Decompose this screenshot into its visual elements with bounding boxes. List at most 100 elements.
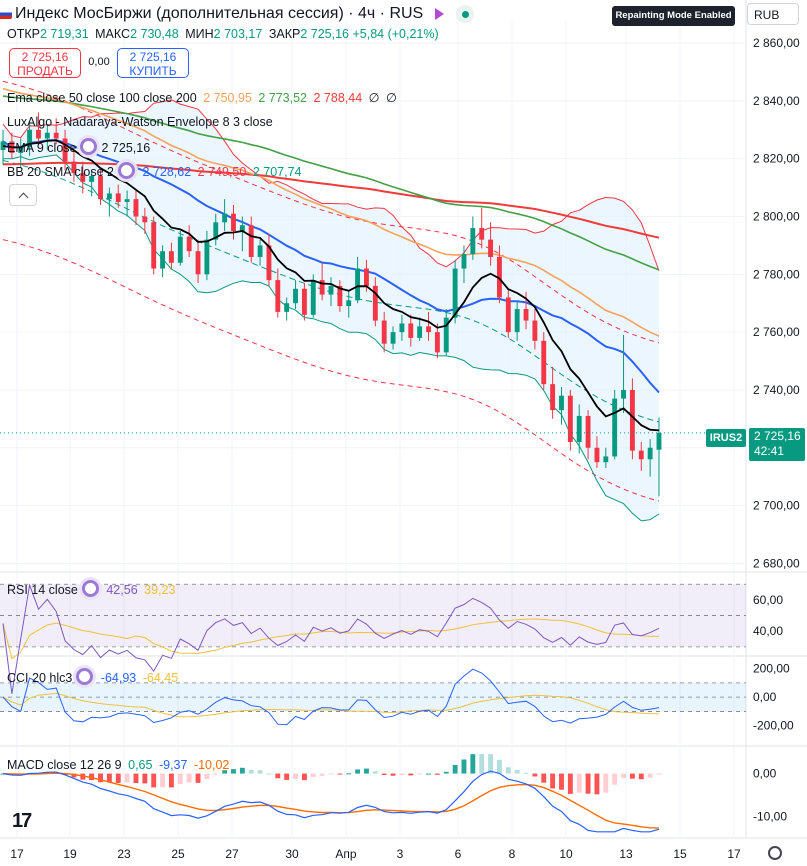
- candle: [559, 387, 564, 425]
- symbol-price-tag: IRUS2: [706, 429, 746, 447]
- candle-body: [417, 326, 423, 338]
- collapse-legend-button[interactable]: [9, 184, 37, 206]
- candle-body: [98, 176, 103, 200]
- settings-loader-icon[interactable]: [76, 668, 94, 685]
- candle: [231, 204, 236, 240]
- ema9-line: [2, 139, 660, 432]
- settings-loader-icon[interactable]: [118, 162, 136, 179]
- legend-ema-multi[interactable]: Ema close 50 close 100 close 200 2 750,9…: [7, 91, 397, 105]
- candle: [0, 129, 6, 165]
- candle: [621, 335, 626, 414]
- time-tick-label: 10: [559, 847, 573, 861]
- price-tick-label: 2 820,00: [753, 152, 800, 166]
- macd-histogram-bar: [550, 773, 556, 789]
- chevron-up-icon: [18, 192, 28, 202]
- buy-button[interactable]: 2 725,16 КУПИТЬ: [117, 48, 189, 78]
- candle-body: [213, 222, 219, 240]
- rsi-tick-label: 60,00: [753, 593, 783, 607]
- candle-body: [434, 332, 440, 353]
- time-tick-label: Апр: [335, 847, 357, 861]
- macd-histogram-bar: [346, 773, 352, 775]
- macd-pane[interactable]: [0, 754, 662, 833]
- macd-histogram-bar: [124, 773, 130, 783]
- macd-histogram-bar: [434, 773, 440, 775]
- symbol-title[interactable]: Индекс МосБиржи (дополнительная сессия) …: [15, 5, 424, 22]
- cci-tick-label: 200,00: [753, 662, 790, 676]
- rsi-band-fill: [0, 584, 746, 647]
- legend-luxalgo[interactable]: LuxAlgo - Nadaraya-Watson Envelope 8 3 c…: [7, 115, 273, 129]
- macd-histogram-bar: [293, 773, 298, 779]
- macd-histogram-bar: [426, 773, 431, 775]
- macd-histogram-bar: [559, 773, 564, 790]
- macd-histogram-bar: [195, 773, 201, 783]
- macd-histogram-bar: [541, 773, 547, 783]
- candle-body: [62, 138, 68, 162]
- macd-histogram-bar: [160, 773, 166, 788]
- bb-lower-band: [3, 154, 660, 522]
- candle-body: [638, 450, 644, 460]
- rsi-pane[interactable]: [0, 583, 746, 694]
- macd-histogram-bar: [71, 773, 77, 778]
- macd-histogram-bar: [647, 773, 653, 778]
- ema100-line: [2, 95, 660, 271]
- tradingview-logo-icon[interactable]: 17: [12, 810, 32, 832]
- cci-signal-line: [2, 692, 660, 718]
- macd-tick-label: -10,00: [753, 810, 787, 824]
- russia-flag-icon: [0, 9, 12, 19]
- candle: [257, 239, 263, 266]
- legend-macd[interactable]: MACD close 12 26 9 0,65 -9,37 -10,02: [7, 758, 230, 772]
- legend-cci[interactable]: CCI 20 hlc3 -64,93 -64,45: [7, 668, 178, 685]
- cci-tick-label: -200,00: [753, 719, 794, 733]
- candle: [629, 378, 635, 460]
- candle-body: [488, 239, 494, 257]
- candle: [656, 417, 662, 497]
- candle: [594, 436, 600, 468]
- candle-body: [612, 398, 618, 457]
- candle-body: [328, 285, 334, 295]
- legend-ema9[interactable]: EMA 9 close 2 725,16: [7, 138, 150, 155]
- macd-histogram-bar: [612, 773, 618, 785]
- sell-button[interactable]: 2 725,16 ПРОДАТЬ: [9, 48, 81, 78]
- cci-pane[interactable]: [0, 668, 746, 726]
- candle-body: [426, 326, 431, 333]
- symbol-header[interactable]: Индекс МосБиржи (дополнительная сессия) …: [0, 0, 740, 28]
- currency-select[interactable]: RUB: [747, 3, 799, 25]
- candle-body: [355, 268, 361, 301]
- candle-body: [372, 285, 378, 321]
- macd-histogram-bar: [364, 768, 369, 774]
- candle-body: [36, 129, 41, 139]
- legend-rsi[interactable]: RSI 14 close 42,56 39,23: [7, 580, 175, 597]
- time-axis[interactable]: 17 19 23 25 27 30 Апр 3 6 8 10 13 15 17: [10, 847, 741, 861]
- legend-bb[interactable]: BB 20 SMA close 2 2 728,62 2 749,50 2 70…: [7, 162, 301, 179]
- candle: [186, 225, 192, 257]
- settings-loader-icon[interactable]: [81, 580, 99, 597]
- settings-loader-icon[interactable]: [80, 138, 98, 155]
- candle-body: [567, 395, 573, 442]
- time-tick-label: 3: [397, 847, 404, 861]
- flag-pin-icon[interactable]: [435, 8, 445, 20]
- candle-body: [186, 236, 192, 252]
- price-tick-label: 2 680,00: [753, 556, 800, 570]
- gear-icon[interactable]: [768, 846, 782, 860]
- market-status-icon[interactable]: [456, 5, 475, 23]
- candle: [98, 170, 103, 205]
- candle-body: [603, 456, 609, 463]
- buy-label: КУПИТЬ: [129, 64, 177, 78]
- high-value: 2 730,48: [130, 27, 179, 41]
- candle-body: [364, 268, 369, 286]
- time-tick-label: 19: [63, 847, 77, 861]
- candle-body: [585, 415, 591, 448]
- price-pane[interactable]: [0, 80, 746, 522]
- macd-histogram-bar: [142, 773, 148, 784]
- candle: [301, 282, 307, 321]
- rsi-line: [2, 583, 660, 694]
- macd-histogram-bar: [257, 770, 263, 774]
- candle-body: [231, 213, 236, 231]
- candle-body: [222, 213, 228, 223]
- macd-histogram-bar: [479, 754, 485, 774]
- candle: [80, 161, 86, 194]
- candle-body: [160, 251, 166, 269]
- rsi-signal-line: [2, 618, 660, 660]
- time-tick-label: 17: [727, 847, 741, 861]
